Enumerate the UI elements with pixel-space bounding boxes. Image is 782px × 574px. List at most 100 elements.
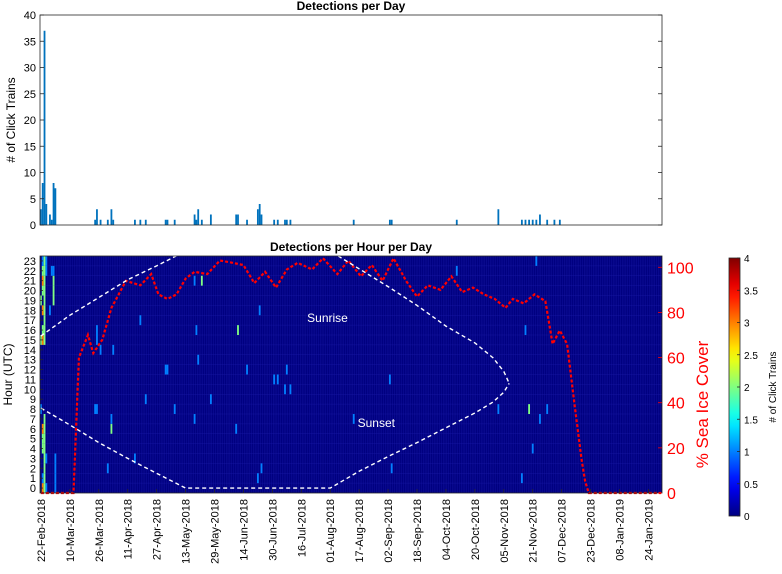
hour-tick-label: 16	[24, 325, 36, 337]
y-tick-label: 40	[24, 10, 36, 22]
hour-tick-label: 21	[24, 276, 36, 288]
heatmap-cell	[52, 295, 55, 306]
bar	[273, 219, 276, 225]
heatmap-cell	[237, 325, 239, 336]
heatmap-cell	[43, 256, 46, 266]
y-tick-label: 0	[30, 220, 36, 232]
date-tick-label: 30-Jun-2018	[267, 499, 279, 561]
bar	[164, 219, 167, 225]
bar	[43, 30, 46, 225]
heatmap-cell	[43, 285, 46, 296]
chart-title: Detections per Day	[297, 0, 406, 13]
heatmap-cell	[43, 315, 46, 326]
sunrise-label: Sunrise	[307, 311, 348, 325]
colorbar-label: # of Click Trains	[768, 351, 779, 422]
hour-tick-label: 3	[30, 453, 36, 465]
hour-tick-label: 0	[30, 483, 36, 495]
sunset-label: Sunset	[358, 416, 396, 430]
heatmap-cell	[106, 463, 109, 474]
heatmap-cell	[43, 453, 46, 464]
heatmap-cell	[193, 275, 196, 286]
bar	[40, 209, 42, 225]
hour-tick-label: 13	[24, 355, 36, 367]
hour-tick-label: 23	[24, 256, 36, 268]
heatmap-cell	[54, 473, 57, 484]
hour-tick-label: 8	[30, 404, 36, 416]
heatmap-cell	[200, 275, 203, 286]
date-tick-label: 22-Feb-2018	[36, 499, 48, 562]
bar	[528, 219, 530, 225]
date-tick-label: 11-Apr-2018	[123, 499, 135, 559]
heatmap-cell	[43, 325, 46, 336]
colorbar-tick-label: 3.5	[744, 286, 758, 297]
heatmap-cell	[43, 414, 46, 424]
heatmap-cell	[96, 335, 98, 345]
heatmap-cell	[94, 404, 97, 415]
bar	[237, 214, 239, 225]
colorbar-tick-label: 0.5	[744, 480, 758, 491]
heatmap-cell	[52, 265, 55, 276]
bar	[524, 219, 527, 225]
heatmap-cell	[535, 256, 538, 266]
heatmap-cell	[134, 453, 136, 464]
ice-tick-label: 80	[667, 305, 685, 322]
ice-tick-label: 20	[667, 441, 685, 458]
heatmap-cell	[164, 364, 167, 375]
date-tick-label: 26-Mar-2018	[94, 499, 106, 562]
date-tick-label: 05-Nov-2018	[499, 499, 511, 563]
bar	[134, 219, 136, 225]
heatmap-cell	[166, 364, 169, 375]
heatmap-cell	[520, 473, 523, 484]
heatmap-cell	[195, 325, 198, 336]
heatmap-cell	[54, 453, 57, 464]
heatmap-cell	[99, 344, 102, 355]
sunset-curve	[40, 383, 510, 489]
bar	[285, 219, 288, 225]
bar	[112, 219, 115, 225]
date-tick-label: 07-Dec-2018	[557, 499, 569, 563]
bar	[41, 183, 44, 225]
date-tick-label: 24-Jan-2019	[643, 499, 655, 561]
colorbar-tick-label: 4	[744, 254, 750, 265]
y-tick-label: 10	[24, 168, 36, 180]
heatmap-cell	[285, 364, 288, 375]
hour-tick-label: 22	[24, 266, 36, 278]
bar	[200, 219, 203, 225]
colorbar-tick-label: 0	[744, 512, 750, 523]
heatmap-cell	[43, 305, 46, 316]
heatmap-cell	[43, 443, 46, 454]
ice-tick-label: 40	[667, 396, 685, 413]
heatmap-cell	[284, 384, 286, 395]
heatmap-cell	[110, 423, 113, 434]
colorbar-tick-label: 2	[744, 383, 750, 394]
sea-ice-axis-label: % Sea Ice Cover	[693, 340, 712, 468]
heatmap-cell	[197, 354, 200, 365]
heatmap-cell	[43, 463, 46, 474]
date-tick-label: 18-Sep-2018	[412, 499, 424, 563]
heatmap-cell	[43, 423, 46, 434]
date-tick-label: 17-Aug-2018	[354, 499, 366, 563]
heatmap-cell	[43, 483, 46, 494]
bar	[173, 219, 176, 225]
heatmap-cell	[45, 483, 48, 494]
heatmap-cell	[45, 256, 48, 266]
bar	[54, 188, 57, 225]
bar	[546, 219, 549, 225]
heatmap-cell	[52, 275, 55, 286]
heatmap-cell	[258, 305, 261, 316]
heatmap-cell	[43, 433, 46, 444]
heatmap-cell	[52, 285, 55, 296]
heatmap-cell	[256, 473, 259, 484]
heatmap-cell	[528, 404, 531, 415]
bar	[553, 219, 556, 225]
bar	[139, 219, 142, 225]
colorbar-tick-label: 1	[744, 448, 750, 459]
hour-tick-label: 7	[30, 414, 36, 426]
heatmap-cell	[96, 325, 98, 336]
date-tick-label: 23-Dec-2018	[586, 499, 598, 563]
heatmap-cell	[497, 404, 500, 415]
y-tick-label: 15	[24, 141, 36, 153]
heatmap-cell	[273, 374, 276, 385]
bar	[166, 219, 169, 225]
date-tick-label: 21-Nov-2018	[528, 499, 540, 563]
